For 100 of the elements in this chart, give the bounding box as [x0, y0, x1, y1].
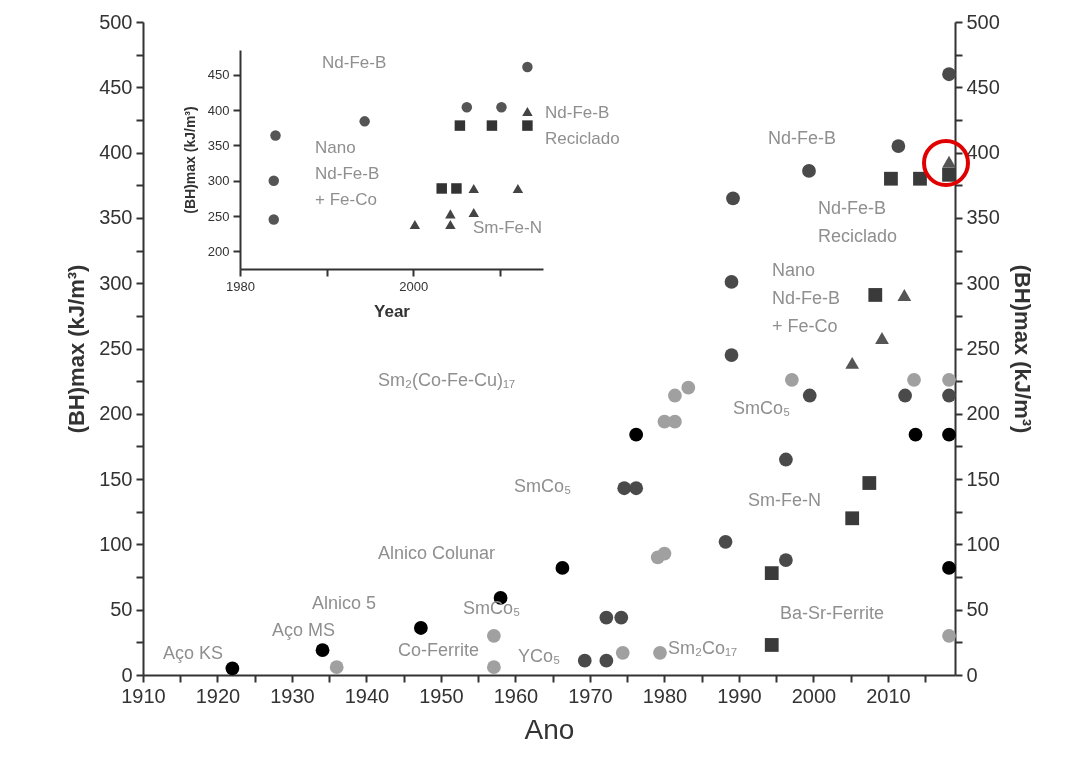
y-tick-label: 300 — [207, 173, 230, 189]
point — [764, 638, 779, 652]
point — [522, 106, 533, 116]
y2-tick-label: 500 — [966, 10, 1000, 33]
point — [614, 610, 629, 625]
y2-tick-label: 100 — [966, 532, 1000, 555]
annotation: SmCo₅ — [514, 476, 572, 496]
y2-tick-label: 450 — [966, 75, 1000, 98]
x-tick-label: 1920 — [195, 684, 241, 707]
point — [942, 561, 956, 575]
point — [891, 139, 906, 153]
annotation: Nd-Fe-B Reciclado — [545, 103, 620, 148]
x-axis-title: Year — [374, 301, 411, 321]
annotation: SmCo₅ — [463, 598, 521, 618]
point — [868, 288, 883, 302]
point — [845, 356, 860, 369]
point — [486, 660, 501, 675]
x-tick-label: 2000 — [399, 278, 429, 294]
y2-tick-label: 350 — [966, 206, 1000, 229]
y2-axis-title: (BH)max (kJ/m³) — [1009, 264, 1035, 434]
point — [779, 452, 793, 467]
y2-tick-label: 50 — [966, 598, 989, 621]
x-tick-label: 2010 — [866, 684, 911, 707]
x-tick-label: 1970 — [568, 684, 613, 707]
point — [629, 481, 644, 496]
point — [779, 553, 793, 567]
point — [225, 661, 240, 676]
point — [942, 427, 956, 442]
annotation: Aço KS — [163, 643, 224, 663]
point — [862, 476, 877, 490]
y-tick-label: 400 — [99, 141, 133, 164]
point — [884, 171, 898, 186]
point — [268, 214, 280, 225]
point — [468, 183, 479, 194]
point — [359, 116, 370, 127]
annotation: Nd-Fe-B Reciclado — [818, 198, 898, 246]
x-tick-label: 1940 — [344, 684, 390, 707]
y-axis-title: (BH)max (kJ/m³) — [181, 106, 198, 214]
annotation: Nd-Fe-B — [322, 53, 387, 72]
point — [617, 481, 632, 496]
annotation: Sm-Fe-N — [748, 490, 821, 510]
y-tick-label: 400 — [207, 102, 230, 118]
y-tick-label: 350 — [207, 137, 230, 153]
point — [913, 171, 927, 186]
y-tick-label: 50 — [110, 598, 133, 621]
point — [802, 164, 816, 178]
point — [454, 120, 466, 131]
point — [907, 372, 921, 387]
x-tick-label: 2000 — [791, 684, 837, 707]
y-tick-label: 300 — [99, 271, 133, 294]
point — [784, 372, 799, 387]
point — [522, 61, 533, 73]
y-tick-label: 450 — [99, 75, 133, 98]
point — [445, 219, 456, 230]
y-axis-title: (BH)max (kJ/m³) — [64, 264, 90, 434]
point — [409, 219, 421, 230]
point — [845, 511, 860, 526]
point — [942, 372, 956, 387]
x-tick-label: 1960 — [493, 684, 539, 707]
point — [522, 120, 533, 131]
point — [942, 628, 956, 643]
annotation: Ba-Sr-Ferrite — [780, 603, 885, 623]
y-tick-label: 200 — [99, 402, 133, 425]
y2-tick-label: 200 — [966, 402, 1000, 425]
x-tick-label: 1950 — [419, 684, 464, 707]
point — [329, 660, 344, 675]
point — [724, 348, 739, 362]
y2-tick-label: 250 — [966, 337, 1000, 359]
point — [496, 101, 507, 113]
point — [668, 414, 682, 429]
annotation: Aço MS — [272, 620, 336, 640]
y-tick-label: 450 — [207, 67, 230, 83]
point — [615, 645, 630, 660]
point — [268, 175, 280, 186]
point — [315, 643, 330, 658]
annotation: Nano Nd-Fe-B + Fe-Co — [315, 138, 380, 209]
y-tick-label: 500 — [99, 10, 133, 33]
y-tick-label: 350 — [99, 206, 133, 229]
point — [653, 645, 667, 660]
point — [512, 183, 524, 194]
point — [461, 101, 473, 113]
y2-tick-label: 0 — [966, 663, 978, 686]
annotation: Sm₂(Co-Fe-Cu)₁₇ — [378, 370, 516, 390]
annotation: Sm₂Co₁₇ — [668, 638, 738, 658]
point — [629, 427, 644, 442]
annotation: Alnico 5 — [312, 593, 377, 613]
annotation: SmCo₅ — [733, 398, 791, 418]
x-tick-label: 1930 — [270, 684, 315, 707]
point — [451, 183, 462, 194]
y-tick-label: 0 — [121, 663, 133, 686]
point — [681, 380, 696, 395]
point — [875, 332, 889, 345]
y-tick-label: 200 — [207, 243, 230, 259]
point — [486, 628, 501, 643]
y-tick-label: 250 — [207, 208, 230, 224]
x-tick-label: 1990 — [717, 684, 762, 707]
y-tick-label: 150 — [99, 467, 133, 490]
point — [942, 67, 956, 82]
point — [668, 388, 682, 403]
point — [413, 621, 428, 635]
